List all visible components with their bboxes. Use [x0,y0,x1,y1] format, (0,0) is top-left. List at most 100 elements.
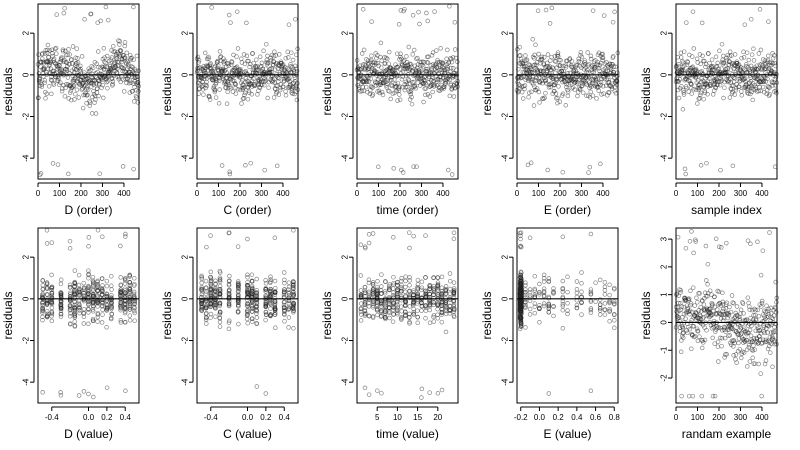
data-point [45,47,50,53]
data-point [683,245,689,251]
data-point [676,95,682,101]
data-point [535,8,541,14]
data-point [378,40,384,46]
data-point [280,62,286,67]
data-point [86,235,92,240]
data-point [516,66,521,72]
x-tick-label: 300 [415,189,429,198]
x-tick-label: 0.2 [101,413,113,422]
data-point [565,274,570,280]
data-point [200,87,206,92]
data-point [233,65,239,70]
data-point [61,59,67,64]
data-point [398,51,403,57]
data-point [573,62,579,67]
data-point [720,290,725,296]
data-point [233,82,238,87]
data-point [566,61,572,67]
data-point [217,78,222,83]
data-point [532,52,537,58]
data-point [749,52,755,57]
data-point [598,161,603,167]
data-point [534,60,540,65]
data-point [272,49,277,55]
data-point [99,276,105,281]
data-point [756,361,761,367]
data-point [65,75,71,80]
data-point [443,81,449,86]
data-point [614,79,620,84]
data-point [272,278,278,284]
data-point [426,54,431,60]
data-point [133,87,139,93]
x-tick-label: 0.4 [571,413,583,422]
y-axis-title: residuals [160,291,174,339]
data-point [684,20,689,25]
data-point [58,80,63,85]
x-tick-label: 0 [36,189,41,198]
data-point [49,305,55,311]
data-point [565,301,570,306]
data-point [569,58,575,64]
data-point [247,64,252,70]
data-point [263,309,269,315]
data-point [47,48,53,53]
data-point [78,66,83,72]
data-point [442,68,448,73]
data-point [58,59,64,65]
data-point [82,17,87,22]
data-point [731,353,736,358]
data-point [448,65,454,71]
data-point [273,325,278,331]
data-point [602,292,608,297]
data-point [430,50,436,55]
data-point [546,85,552,90]
data-point [80,105,86,111]
data-point [739,93,745,98]
data-point [408,62,414,67]
data-point [400,69,406,74]
x-tick-label: 0.0 [534,413,546,422]
data-point [113,55,119,61]
data-point [561,63,566,69]
y-tick-label: 0 [340,296,349,301]
data-point [290,64,295,70]
x-tick-label: 0.0 [242,413,254,422]
y-tick-label: 2 [340,30,349,35]
data-point [526,94,531,100]
data-point [397,92,402,97]
data-point [563,103,569,108]
data-point [763,358,769,363]
data-point [390,286,396,291]
data-point [409,101,415,107]
y-tick-label: -4 [180,154,189,162]
data-point [223,85,229,90]
data-point [748,16,754,22]
data-point [376,164,381,170]
data-point [416,9,421,15]
data-point [393,81,398,87]
data-point [739,89,744,94]
data-point [118,48,124,53]
x-tick-label: 0.6 [590,413,602,422]
x-tick-label: 100 [532,189,546,198]
data-point [235,244,241,249]
data-point [691,250,696,256]
data-point [530,37,535,42]
panel-E_value: -0.2 0.0 0.2 0.4 0.6 0.8E (value)-4-202residu… [480,227,620,441]
data-point [243,163,248,168]
data-point [434,65,440,70]
data-point [719,343,724,349]
x-tick-label: 300 [734,413,748,422]
data-point [263,41,269,47]
data-point [97,171,102,176]
data-point [234,54,239,59]
data-point [451,236,457,242]
data-point [215,65,220,71]
data-point [691,46,697,51]
data-point [104,325,109,330]
data-point [425,60,431,66]
data-point [203,278,209,284]
data-point [50,161,56,166]
